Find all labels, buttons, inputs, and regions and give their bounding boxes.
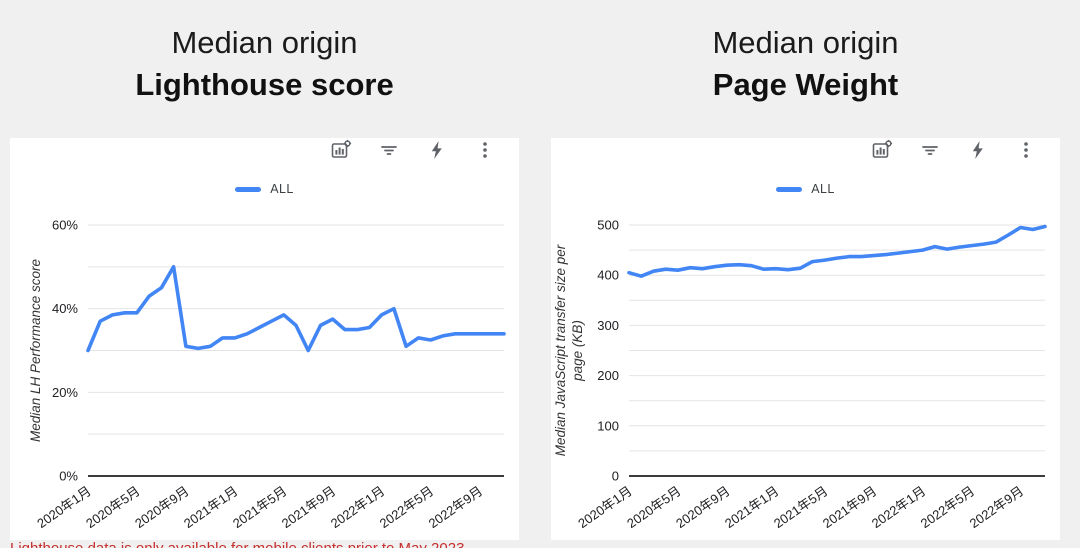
chart-settings-icon[interactable] <box>870 138 894 162</box>
lighthouse-chart-card: ALL 0% 20% 40% 60% 2020年1月 2020年5月 2020年9月 2021… <box>10 138 519 540</box>
legend-label: ALL <box>270 182 294 196</box>
svg-text:400: 400 <box>597 268 619 283</box>
svg-text:200: 200 <box>597 368 619 383</box>
lighthouse-panel: Median origin Lighthouse score <box>10 0 519 540</box>
svg-text:40%: 40% <box>52 301 78 316</box>
filter-icon[interactable] <box>918 138 942 162</box>
title-line-1: Median origin <box>712 25 899 60</box>
title-line-2: Lighthouse score <box>135 67 394 102</box>
chart-toolbar <box>10 138 497 162</box>
page-weight-chart[interactable]: 01002003004005002020年1月2020年5月2020年9月202… <box>551 196 1060 528</box>
chart-toolbar <box>551 138 1038 162</box>
page-weight-title: Median origin Page Weight <box>551 0 1060 128</box>
title-line-2: Page Weight <box>712 67 899 102</box>
filter-icon[interactable] <box>377 138 401 162</box>
kebab-menu-icon[interactable] <box>473 138 497 162</box>
title-line-1: Median origin <box>171 25 358 60</box>
svg-text:500: 500 <box>597 218 619 233</box>
chart-settings-icon[interactable] <box>329 138 353 162</box>
svg-text:2022年9月: 2022年9月 <box>426 483 486 528</box>
footnote-caption: Lighthouse data is only available for mo… <box>10 540 464 548</box>
bolt-icon[interactable] <box>966 138 990 162</box>
svg-text:0%: 0% <box>59 469 78 484</box>
svg-text:2022年9月: 2022年9月 <box>967 483 1027 528</box>
kebab-menu-icon[interactable] <box>1014 138 1038 162</box>
svg-text:0: 0 <box>612 469 619 484</box>
page-weight-panel: Median origin Page Weight ALL <box>551 0 1060 540</box>
svg-text:20%: 20% <box>52 385 78 400</box>
lighthouse-chart[interactable]: 0%20%40%60%2020年1月2020年5月2020年9月2021年1月2… <box>10 196 519 528</box>
legend-all[interactable]: ALL <box>551 182 1060 196</box>
lighthouse-title: Median origin Lighthouse score <box>10 0 519 128</box>
svg-text:page (KB): page (KB) <box>570 320 585 382</box>
svg-text:300: 300 <box>597 318 619 333</box>
svg-text:Median JavaScript transfer siz: Median JavaScript transfer size per <box>553 244 568 456</box>
svg-text:60%: 60% <box>52 218 78 233</box>
svg-text:100: 100 <box>597 418 619 433</box>
page-weight-chart-card: ALL 0 100 200 300 400 500 2020年1月 2020年5月 2020年9… <box>551 138 1060 540</box>
legend-swatch <box>235 186 262 192</box>
bolt-icon[interactable] <box>425 138 449 162</box>
svg-text:Median LH Performance score: Median LH Performance score <box>28 259 43 442</box>
legend-swatch <box>776 186 803 192</box>
legend-label: ALL <box>811 182 835 196</box>
legend-all[interactable]: ALL <box>10 182 519 196</box>
